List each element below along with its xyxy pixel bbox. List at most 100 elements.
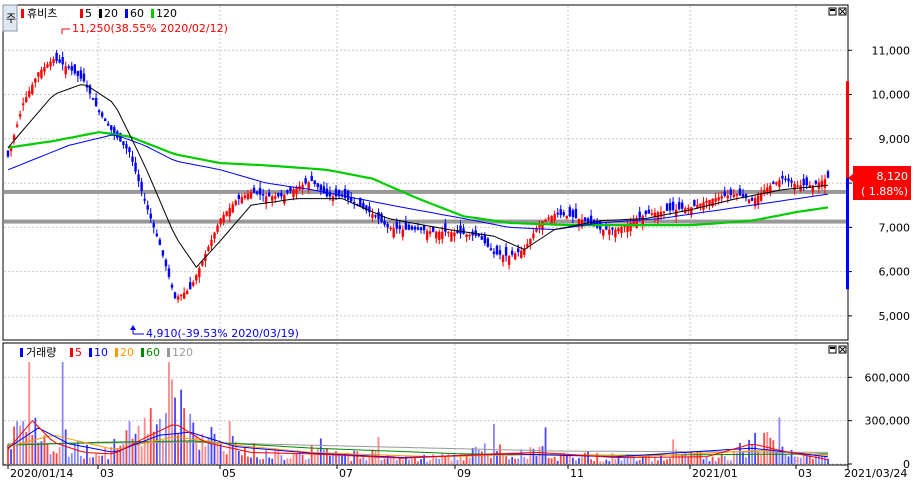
candle-body — [431, 226, 435, 232]
candle-body — [243, 195, 247, 199]
volume-bar — [119, 445, 122, 464]
candle-body — [228, 207, 231, 217]
close-icon-stroke — [839, 8, 846, 15]
volume-bar — [578, 458, 580, 464]
volume-bar — [581, 456, 583, 464]
current-price: 8,120 — [877, 170, 909, 183]
candle-body — [632, 221, 635, 227]
volume-bar — [684, 452, 687, 464]
volume-bar — [587, 451, 589, 464]
volume-bar — [790, 449, 793, 464]
volume-bar — [663, 460, 665, 464]
volume-bar — [353, 450, 356, 464]
candle-body — [25, 97, 28, 103]
volume-bar — [827, 458, 829, 464]
volume-bar — [745, 457, 747, 464]
volume-bar — [781, 446, 784, 464]
candle-body — [85, 84, 89, 88]
volume-bar — [514, 458, 517, 464]
candle-body — [18, 114, 22, 117]
volume-bar — [79, 455, 82, 464]
candle-body — [170, 284, 174, 288]
volume-panel-controls[interactable] — [828, 345, 847, 354]
restore-icon[interactable] — [828, 345, 837, 354]
candle-body — [88, 85, 92, 94]
volume-bar — [204, 446, 207, 464]
candle-body — [386, 224, 389, 228]
candle-body — [756, 195, 760, 205]
candle-body — [766, 187, 769, 192]
candle-body — [28, 90, 31, 97]
candle-body — [559, 209, 562, 215]
volume-bar — [274, 448, 277, 464]
volume-bar — [365, 460, 368, 464]
volume-bar — [195, 435, 198, 464]
volume-bar — [708, 461, 711, 464]
candle-body — [316, 183, 319, 188]
candle-body — [489, 248, 493, 251]
candle-body — [465, 234, 468, 238]
candle-body — [322, 186, 326, 194]
volume-bar — [602, 461, 605, 464]
price-tick-label: 11,000 — [872, 44, 911, 57]
volume-bar — [505, 456, 507, 464]
volume-bar — [575, 460, 577, 464]
legend-label: 5 — [75, 346, 82, 359]
volume-bar — [43, 435, 46, 464]
candle-body — [286, 190, 289, 193]
volume-bar — [10, 449, 12, 464]
price-panel-controls[interactable] — [828, 7, 847, 16]
candle-body — [343, 188, 347, 199]
candle-body — [371, 214, 374, 218]
volume-bar — [523, 457, 526, 464]
candle-body — [182, 292, 186, 299]
volume-bar — [620, 460, 623, 464]
candle-body — [313, 180, 316, 184]
candle-body — [462, 228, 465, 234]
candle-body — [635, 219, 638, 229]
volume-bar — [660, 455, 662, 464]
candle-body — [146, 205, 149, 210]
candle-body — [483, 234, 487, 244]
candle-body — [526, 244, 529, 247]
candle-body — [778, 180, 781, 188]
close-icon[interactable] — [838, 345, 847, 354]
candle-body — [70, 66, 73, 71]
volume-bar — [529, 447, 532, 464]
volume-bar — [283, 460, 286, 464]
candle-body — [781, 175, 784, 179]
candle-body — [73, 64, 77, 74]
restore-icon[interactable] — [828, 7, 837, 16]
legend-label: 60 — [146, 346, 160, 359]
candle-body — [140, 181, 143, 192]
candle-body — [687, 207, 690, 210]
candle-body — [131, 156, 134, 162]
volume-bar — [593, 460, 596, 464]
candle-body — [249, 191, 253, 199]
candle-body — [653, 212, 657, 217]
volume-bar — [702, 459, 705, 464]
legend-label: 20 — [104, 7, 118, 20]
candle-body — [58, 59, 61, 63]
close-icon[interactable] — [838, 7, 847, 16]
price-tick-label: 5,000 — [879, 310, 911, 323]
candle-body — [261, 194, 265, 196]
volume-bar — [599, 461, 602, 464]
mode-button[interactable] — [2, 4, 18, 32]
volume-bar — [687, 457, 690, 464]
band-line — [4, 189, 847, 194]
volume-bar — [729, 460, 732, 464]
candle-body — [580, 219, 584, 227]
candle-body — [453, 232, 456, 237]
candle-body — [699, 203, 702, 207]
volume-bar — [329, 455, 331, 464]
volume-bar — [559, 453, 562, 464]
candle-body — [9, 145, 13, 152]
candle-body — [271, 196, 274, 201]
mode-button-label[interactable]: 주 — [6, 12, 16, 25]
volume-bar — [638, 459, 641, 464]
current-price-bg — [853, 166, 911, 200]
candle-body — [753, 198, 757, 207]
candle-body — [91, 98, 95, 100]
date-label: 09 — [457, 467, 471, 480]
